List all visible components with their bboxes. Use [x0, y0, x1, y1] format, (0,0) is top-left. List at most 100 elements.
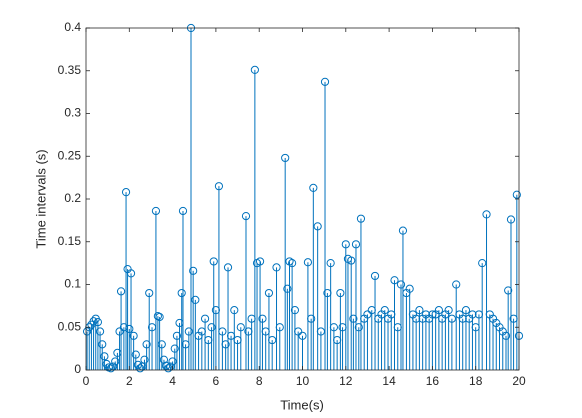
- stem-marker: [303, 258, 313, 267]
- stem-marker: [309, 183, 318, 192]
- stem-marker: [313, 222, 322, 231]
- stem-marker: [370, 271, 380, 281]
- stem-marker: [390, 276, 399, 285]
- stem-marker: [298, 331, 307, 340]
- stem-marker: [363, 310, 372, 319]
- stem-marker: [264, 288, 274, 298]
- stem-marker: [444, 306, 453, 315]
- stem-marker: [115, 327, 124, 336]
- stem-marker: [89, 317, 98, 326]
- stem-marker: [275, 323, 284, 332]
- x-tick-label: 20: [512, 374, 526, 388]
- stem-marker: [326, 259, 335, 268]
- y-axis-label: Time intervals (s): [33, 149, 48, 248]
- stem-marker: [106, 364, 115, 373]
- stem-marker: [329, 323, 338, 332]
- stem-marker: [211, 306, 220, 315]
- stem-marker: [320, 77, 330, 86]
- stem-marker: [168, 357, 177, 366]
- stem-marker: [250, 65, 259, 74]
- stem-marker: [207, 323, 216, 332]
- stem-marker: [155, 312, 164, 322]
- stem-marker: [129, 331, 138, 340]
- y-tick-label: 0.25: [58, 148, 82, 162]
- stem-marker: [93, 318, 103, 327]
- stem-marker: [341, 240, 350, 249]
- stem-marker: [95, 327, 105, 336]
- y-tick-label: 0.4: [64, 20, 81, 34]
- stem-marker: [281, 153, 290, 163]
- stem-marker: [461, 306, 471, 315]
- stem-marker: [98, 340, 107, 349]
- stem-marker: [512, 190, 521, 199]
- stem-marker: [221, 340, 230, 349]
- stem-marker: [294, 327, 303, 336]
- stem-marker: [189, 266, 198, 275]
- x-tick-label: 10: [296, 374, 310, 388]
- x-tick-label: 8: [256, 374, 263, 388]
- stem-marker: [159, 355, 169, 364]
- stem-marker: [172, 331, 182, 340]
- stem-marker: [209, 257, 218, 266]
- stem-marker: [351, 240, 361, 249]
- stem-marker: [307, 314, 316, 323]
- stem-marker: [506, 215, 516, 224]
- stem-marker: [283, 284, 292, 293]
- stem-marker: [136, 364, 145, 373]
- x-tick-label: 12: [339, 374, 353, 388]
- stem-marker: [170, 344, 179, 353]
- stem-marker: [478, 259, 487, 268]
- stem-marker: [200, 314, 210, 323]
- x-tick-label: 16: [426, 374, 440, 388]
- stem-marker: [236, 323, 245, 332]
- x-tick-label: 6: [213, 374, 220, 388]
- stem-marker: [347, 256, 356, 265]
- stem-marker: [82, 327, 92, 336]
- x-tick-label: 2: [126, 374, 133, 388]
- stem-marker: [468, 310, 477, 319]
- y-tick-label: 0: [74, 362, 81, 376]
- stem-marker: [285, 257, 294, 266]
- stem-marker: [336, 288, 345, 298]
- stem-marker: [290, 306, 300, 315]
- stem-marker: [111, 357, 120, 366]
- stem-marker: [140, 355, 149, 364]
- stem-marker: [501, 331, 511, 340]
- stem-marker: [452, 280, 461, 289]
- stem-marker: [157, 340, 166, 349]
- stem-marker: [223, 263, 233, 272]
- x-tick-label: 14: [382, 374, 396, 388]
- y-tick-label: 0.05: [58, 319, 82, 333]
- stem-marker: [405, 284, 414, 293]
- stem-marker: [434, 306, 443, 315]
- stem-marker: [131, 350, 140, 359]
- stem-marker: [255, 257, 265, 266]
- stem-marker: [126, 269, 136, 278]
- stem-marker: [214, 182, 224, 191]
- stem-marker: [142, 340, 151, 349]
- stem-marker: [153, 312, 162, 321]
- stem-marker: [504, 286, 513, 295]
- stem-marker: [162, 361, 171, 370]
- y-tick-label: 0.15: [58, 234, 82, 248]
- stem-marker: [482, 210, 491, 219]
- stem-marker: [230, 306, 239, 315]
- stem-marker: [398, 226, 408, 235]
- x-tick-label: 0: [83, 374, 90, 388]
- y-tick-label: 0.3: [64, 106, 81, 120]
- y-tick-label: 0.1: [64, 277, 81, 291]
- stem-marker: [241, 212, 251, 221]
- stem-marker: [191, 295, 200, 304]
- stem-marker: [164, 364, 173, 373]
- stem-marker: [218, 327, 227, 336]
- stem-marker: [447, 314, 456, 323]
- stem-marker: [268, 335, 277, 345]
- stem-marker: [349, 314, 358, 323]
- stem-marker: [288, 259, 297, 268]
- stem-marker: [258, 314, 267, 323]
- x-tick-label: 4: [169, 374, 176, 388]
- stem-marker: [145, 288, 154, 298]
- stem-marker: [356, 214, 366, 223]
